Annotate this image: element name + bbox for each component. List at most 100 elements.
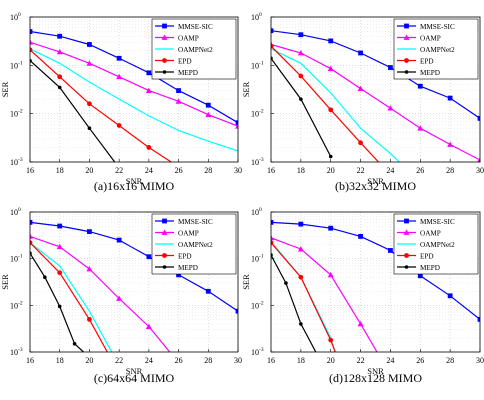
x-axis-label: SNR — [367, 176, 384, 186]
data-point-marker — [43, 275, 47, 280]
y-tick-exponent: -2 — [18, 109, 23, 115]
series-line — [271, 30, 480, 119]
data-point-marker — [388, 65, 393, 70]
series-line — [271, 43, 480, 161]
data-point-marker — [30, 240, 33, 246]
legend-marker — [162, 265, 167, 269]
legend-entry-label: OAMP — [420, 229, 441, 237]
data-point-marker — [447, 293, 453, 299]
data-point-marker — [271, 234, 274, 241]
panel-caption: (a)16x16 MIMO — [94, 179, 175, 193]
y-axis-label: SER — [241, 81, 251, 97]
y-tick-exponent: 0 — [259, 207, 262, 213]
data-point-marker — [477, 156, 480, 162]
legend-entry-label: MMSE-SIC — [178, 23, 213, 31]
data-point-marker — [176, 88, 181, 94]
y-tick-label: 10 — [251, 255, 259, 264]
x-tick-label: 22 — [357, 356, 365, 365]
series-line — [30, 48, 238, 152]
legend-marker — [404, 23, 409, 29]
data-point-marker — [87, 101, 92, 107]
data-point-marker — [30, 29, 33, 34]
y-tick-label: 10 — [251, 61, 259, 70]
series-line — [30, 30, 238, 124]
series-line — [30, 235, 171, 352]
panel-caption: (c)64x64 MIMO — [94, 371, 175, 385]
y-tick-exponent: 0 — [18, 207, 21, 213]
y-tick-label: 10 — [10, 13, 18, 22]
data-point-marker — [358, 140, 363, 146]
data-point-marker — [477, 316, 480, 322]
y-tick-exponent: -3 — [18, 347, 23, 353]
data-point-marker — [30, 39, 33, 45]
data-point-marker — [57, 33, 63, 39]
legend: MMSE-SIC OAMP OAMPNet2 EPD MEPD — [393, 18, 479, 80]
y-tick-exponent: -3 — [259, 347, 264, 353]
y-tick-label: 10 — [251, 158, 259, 167]
series-line — [30, 242, 113, 352]
legend-entry-label: OAMP — [420, 34, 441, 42]
y-tick-exponent: -1 — [18, 254, 23, 260]
x-tick-label: 18 — [56, 356, 64, 365]
data-point-marker — [235, 120, 238, 126]
data-point-marker — [271, 28, 274, 34]
data-point-marker — [30, 233, 33, 239]
x-tick-label: 24 — [386, 356, 394, 365]
data-point-marker — [87, 316, 92, 322]
legend-entry-label: MEPD — [178, 264, 198, 272]
data-point-marker — [357, 320, 364, 327]
legend-entry-label: EPD — [178, 252, 192, 260]
data-point-marker — [86, 60, 93, 66]
x-tick-label: 20 — [85, 166, 93, 175]
data-point-marker — [387, 105, 394, 111]
data-point-marker — [417, 83, 423, 89]
x-axis-label: SNR — [367, 366, 384, 376]
data-point-marker — [271, 43, 274, 49]
legend-entry-label: MMSE-SIC — [178, 218, 213, 226]
y-tick-label: 10 — [251, 110, 259, 119]
x-tick-label: 26 — [416, 166, 424, 175]
legend-entry-label: OAMPNet2 — [420, 241, 455, 249]
data-point-marker — [357, 85, 364, 92]
data-point-marker — [116, 55, 122, 61]
data-point-marker — [328, 154, 333, 159]
data-point-marker — [447, 95, 453, 101]
data-point-marker — [116, 237, 122, 243]
data-point-marker — [271, 253, 273, 257]
x-tick-label: 28 — [446, 166, 454, 175]
y-tick-exponent: -2 — [259, 300, 264, 306]
data-point-marker — [57, 304, 62, 309]
x-tick-label: 30 — [476, 356, 484, 365]
x-tick-label: 22 — [357, 166, 365, 175]
axes-frame — [270, 16, 481, 163]
data-point-marker — [299, 97, 303, 101]
y-tick-label: 10 — [251, 208, 259, 217]
legend: MMSE-SIC OAMP OAMPNet2 EPD MEPD — [151, 213, 237, 275]
x-tick-label: 20 — [327, 356, 335, 365]
x-tick-label: 28 — [446, 356, 454, 365]
y-tick-label: 10 — [10, 61, 18, 70]
data-point-marker — [271, 219, 274, 225]
data-point-marker — [176, 272, 181, 278]
legend-marker — [404, 265, 409, 269]
x-tick-label: 20 — [85, 356, 93, 365]
x-tick-label: 28 — [204, 356, 212, 365]
data-point-marker — [299, 322, 303, 326]
legend-marker — [161, 229, 168, 235]
data-point-marker — [116, 295, 123, 301]
y-axis-label: SER — [241, 274, 251, 290]
legend: MMSE-SIC OAMP OAMPNet2 EPD MEPD — [151, 18, 237, 80]
x-axis-label: SNR — [126, 176, 143, 186]
legend: MMSE-SIC OAMP OAMPNet2 EPD MEPD — [393, 213, 479, 275]
y-tick-label: 10 — [10, 158, 18, 167]
data-point-marker — [358, 50, 363, 56]
data-point-marker — [417, 125, 424, 131]
data-point-marker — [146, 145, 152, 150]
data-point-marker — [72, 341, 77, 346]
data-point-marker — [297, 246, 304, 252]
x-tick-label: 16 — [26, 356, 34, 365]
legend-entry-label: OAMPNet2 — [420, 46, 455, 54]
series-line — [30, 49, 172, 162]
x-tick-label: 16 — [26, 166, 34, 175]
